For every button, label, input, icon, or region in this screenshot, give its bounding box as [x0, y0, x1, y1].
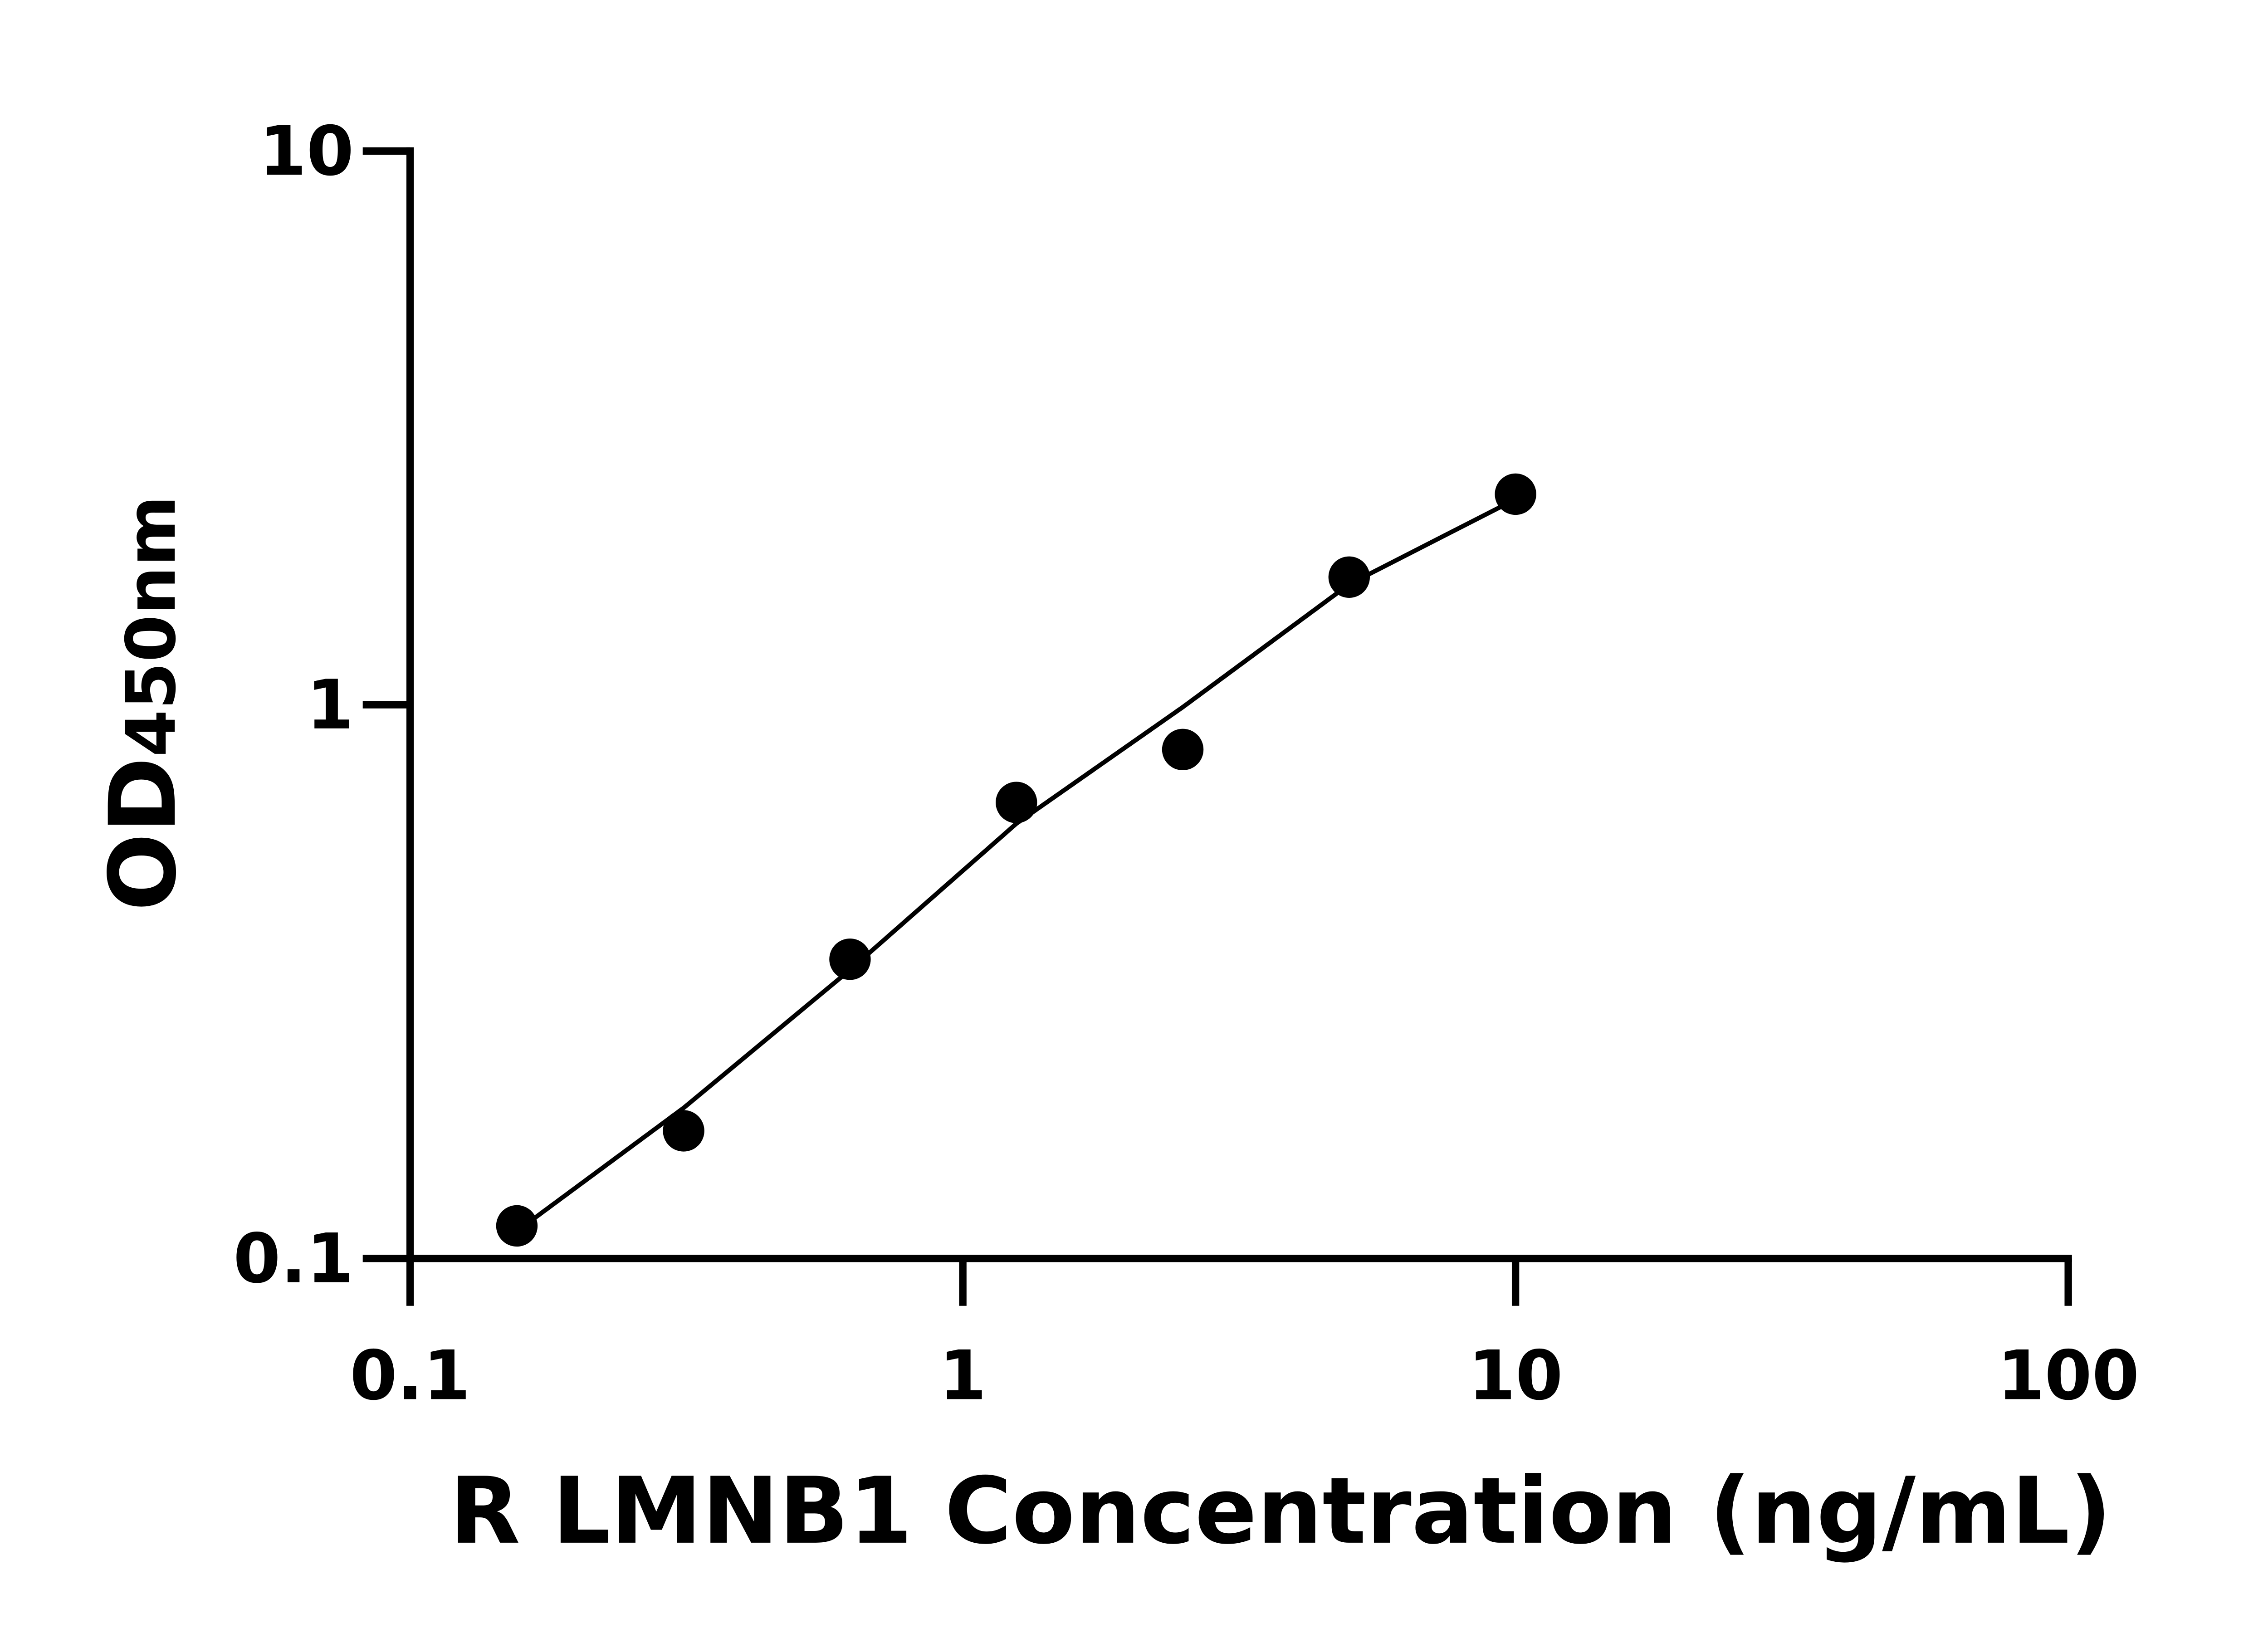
y-axis-title-main: OD: [89, 757, 196, 911]
data-point: [1162, 728, 1204, 771]
data-point: [496, 1205, 538, 1247]
y-tick-label: 0.1: [233, 1219, 354, 1298]
x-tick-label: 1: [939, 1336, 986, 1415]
data-point: [996, 782, 1037, 823]
x-axis-title: R LMNB1 Concentration (ng/mL): [450, 1457, 2112, 1565]
data-point: [1328, 556, 1370, 598]
data-point: [663, 1110, 704, 1152]
y-axis-title: OD450nm: [89, 495, 196, 911]
x-tick-label: 100: [1997, 1336, 2139, 1415]
data-point: [1495, 473, 1536, 515]
y-axis-title-sub: 450nm: [112, 495, 191, 757]
y-tick-label: 10: [259, 112, 354, 191]
x-tick-label: 10: [1468, 1336, 1563, 1415]
data-point: [829, 938, 871, 980]
x-tick-label: 0.1: [350, 1336, 470, 1415]
y-tick-label: 1: [307, 666, 354, 745]
